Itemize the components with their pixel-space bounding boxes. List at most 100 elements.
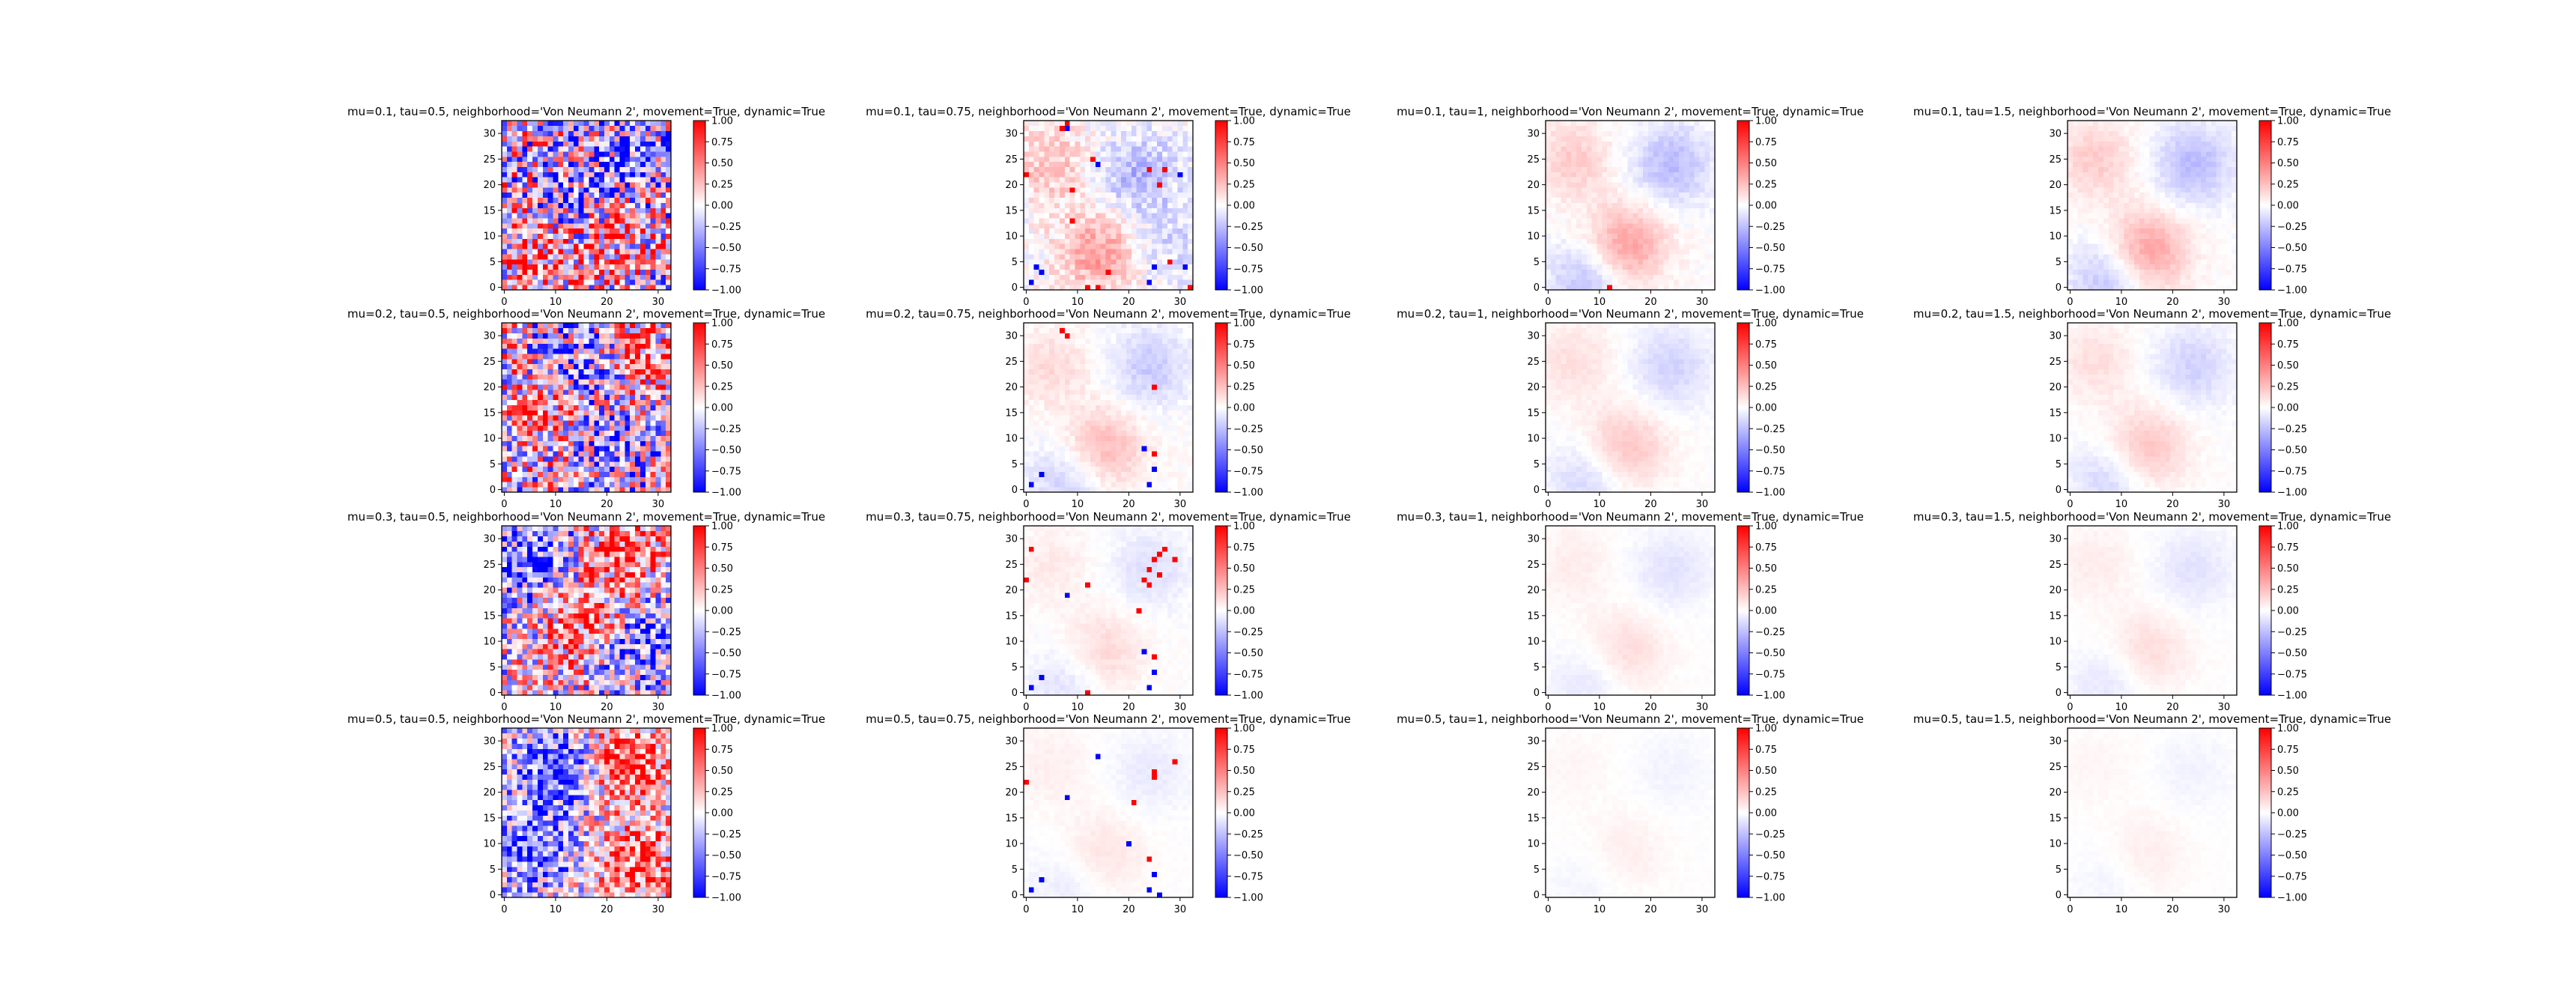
heatmap-cell: [1116, 274, 1122, 280]
heatmap-cell: [2093, 202, 2099, 208]
heatmap-cell: [568, 233, 574, 239]
heatmap-cell: [1546, 218, 1552, 224]
heatmap-cell: [1679, 192, 1685, 199]
heatmap-cell: [1146, 172, 1152, 178]
heatmap-cell: [1581, 197, 1588, 203]
heatmap-cell: [2139, 146, 2145, 152]
heatmap-cell: [583, 446, 589, 452]
heatmap-cell: [1024, 136, 1030, 142]
heatmap-cell: [563, 192, 569, 199]
heatmap-cell: [1172, 130, 1178, 136]
heatmap-cell: [547, 166, 553, 172]
heatmap-cell: [2221, 187, 2227, 193]
heatmap-cell: [1095, 182, 1102, 188]
heatmap-cell: [1188, 207, 1194, 213]
heatmap-cell: [2160, 187, 2166, 193]
heatmap-cell: [1024, 121, 1030, 127]
heatmap-cell: [1105, 218, 1111, 224]
heatmap-cell: [2083, 177, 2089, 183]
heatmap-cell: [640, 269, 646, 275]
heatmap-cell: [527, 264, 533, 270]
heatmap-cell: [2190, 197, 2196, 203]
heatmap-cell: [2165, 136, 2171, 142]
heatmap-cell: [2165, 192, 2171, 199]
colorbar: [2259, 121, 2271, 290]
heatmap-cell: [2169, 182, 2176, 188]
heatmap-cell: [2129, 121, 2135, 127]
heatmap-cell: [630, 466, 636, 472]
heatmap-cell: [1033, 192, 1039, 199]
heatmap-cell: [1668, 243, 1674, 249]
heatmap-cell: [2124, 166, 2130, 172]
heatmap-cell: [1111, 238, 1117, 244]
heatmap-cell: [1550, 249, 1557, 255]
heatmap-cell: [563, 476, 569, 482]
heatmap-cell: [1121, 177, 1127, 183]
heatmap-cell: [589, 425, 595, 431]
heatmap-cell: [1617, 141, 1623, 147]
heatmap-cell: [2139, 130, 2145, 136]
heatmap-cell: [2129, 136, 2135, 142]
heatmap-cell: [635, 279, 641, 285]
heatmap-cell: [1028, 192, 1035, 199]
heatmap-cell: [1136, 125, 1142, 132]
heatmap-cell: [1116, 264, 1122, 270]
heatmap-cell: [1663, 213, 1669, 219]
heatmap-cell: [1612, 207, 1618, 213]
heatmap-cell: [1044, 141, 1050, 147]
heatmap-cell: [1704, 197, 1710, 203]
heatmap-cell: [2129, 207, 2135, 213]
heatmap-cell: [522, 430, 528, 437]
heatmap-cell: [2134, 238, 2140, 244]
heatmap-cell: [1075, 264, 1081, 270]
heatmap-cell: [630, 228, 636, 234]
heatmap-cell: [1044, 161, 1050, 167]
heatmap-cell: [1658, 243, 1664, 249]
heatmap-cell: [2185, 264, 2191, 270]
heatmap-cell: [2169, 130, 2176, 136]
heatmap-cell: [645, 218, 651, 224]
heatmap-cell: [1561, 269, 1567, 275]
heatmap-cell: [578, 274, 584, 280]
heatmap-cell: [1049, 136, 1055, 142]
heatmap-cell: [2232, 249, 2238, 255]
heatmap-cell: [1581, 192, 1588, 199]
heatmap-cell: [609, 161, 616, 167]
heatmap-cell: [2124, 213, 2130, 219]
heatmap-cell: [522, 238, 528, 244]
heatmap-cell: [2165, 269, 2171, 275]
heatmap-cell: [1607, 213, 1613, 219]
heatmap-cell: [1694, 285, 1700, 291]
heatmap-cell: [2113, 177, 2119, 183]
heatmap-cell: [568, 430, 574, 437]
heatmap-cell: [1080, 121, 1086, 127]
heatmap-cell: [635, 130, 641, 136]
heatmap-cell: [1085, 233, 1091, 239]
heatmap-cell: [2144, 274, 2150, 280]
heatmap-cell: [1059, 166, 1066, 172]
heatmap-cell: [2169, 269, 2176, 275]
heatmap-cell: [2226, 264, 2232, 270]
heatmap-cell: [1116, 182, 1122, 188]
heatmap-cell: [1059, 269, 1066, 275]
heatmap-cell: [517, 197, 523, 203]
heatmap-cell: [1182, 228, 1188, 234]
heatmap-cell: [1591, 264, 1597, 270]
heatmap-cell: [650, 233, 656, 239]
heatmap-cell: [2144, 218, 2150, 224]
y-tick-label: 0: [1012, 282, 1018, 294]
heatmap-cell: [1069, 125, 1075, 132]
heatmap-cell: [1064, 166, 1070, 172]
heatmap-cell: [573, 156, 580, 163]
heatmap-cell: [2072, 249, 2079, 255]
heatmap-cell: [2211, 249, 2217, 255]
heatmap-cell: [1602, 161, 1608, 167]
heatmap-cell: [1059, 161, 1066, 167]
heatmap-cell: [527, 279, 533, 285]
heatmap-cell: [2129, 285, 2135, 291]
heatmap-cell: [517, 130, 523, 136]
heatmap-cell: [2149, 141, 2155, 147]
heatmap-cell: [1172, 166, 1178, 172]
heatmap-cell: [547, 274, 553, 280]
heatmap-cell: [1607, 146, 1613, 152]
